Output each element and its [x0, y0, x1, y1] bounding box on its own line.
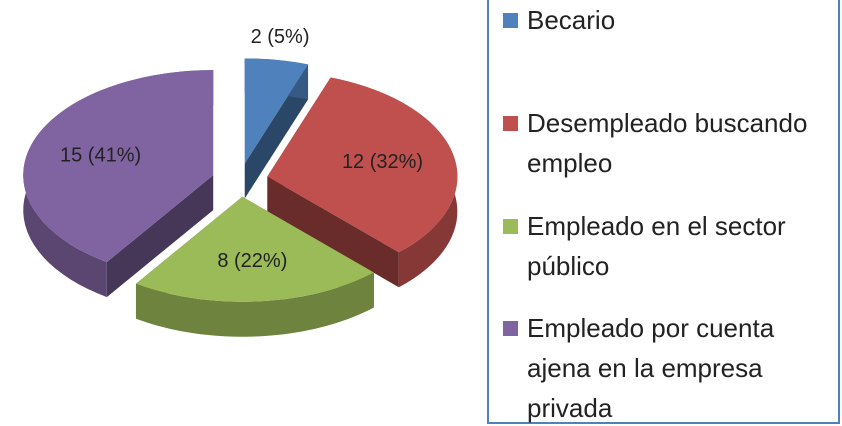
legend-label: Desempleado buscando empleo: [527, 108, 808, 178]
pie-slice: [244, 58, 309, 164]
data-label: 8 (22%): [217, 250, 287, 272]
legend: Becario Desempleado buscando empleo Emplea…: [487, 0, 840, 424]
slice-wall: [244, 64, 309, 199]
legend-item: Empleado por cuenta ajena en la empresa …: [503, 308, 833, 426]
legend-item: Desempleado buscando empleo: [503, 103, 833, 183]
legend-swatch: [503, 219, 518, 234]
pie-slice: [267, 77, 458, 253]
data-label: 2 (5%): [251, 26, 310, 48]
legend-swatch: [503, 13, 518, 28]
pie-slice: [23, 70, 214, 263]
legend-label: Empleado en el sector público: [527, 211, 786, 281]
legend-swatch: [503, 321, 518, 336]
legend-item: Empleado en el sector público: [503, 206, 833, 286]
legend-label: Empleado por cuenta ajena en la empresa …: [527, 313, 775, 423]
legend-swatch: [503, 116, 518, 131]
legend-label: Becario: [527, 5, 616, 35]
legend-item: Becario: [503, 0, 833, 40]
pie-slice: [135, 196, 374, 302]
slice-wall: [267, 176, 399, 288]
slice-side: [135, 272, 374, 337]
data-label: 12 (32%): [342, 151, 423, 173]
slice-wall: [106, 175, 214, 298]
data-label: 15 (41%): [60, 144, 141, 166]
pie-area: 2 (5%) 12 (32%) 8 (22%) 15 (41%): [23, 26, 458, 337]
